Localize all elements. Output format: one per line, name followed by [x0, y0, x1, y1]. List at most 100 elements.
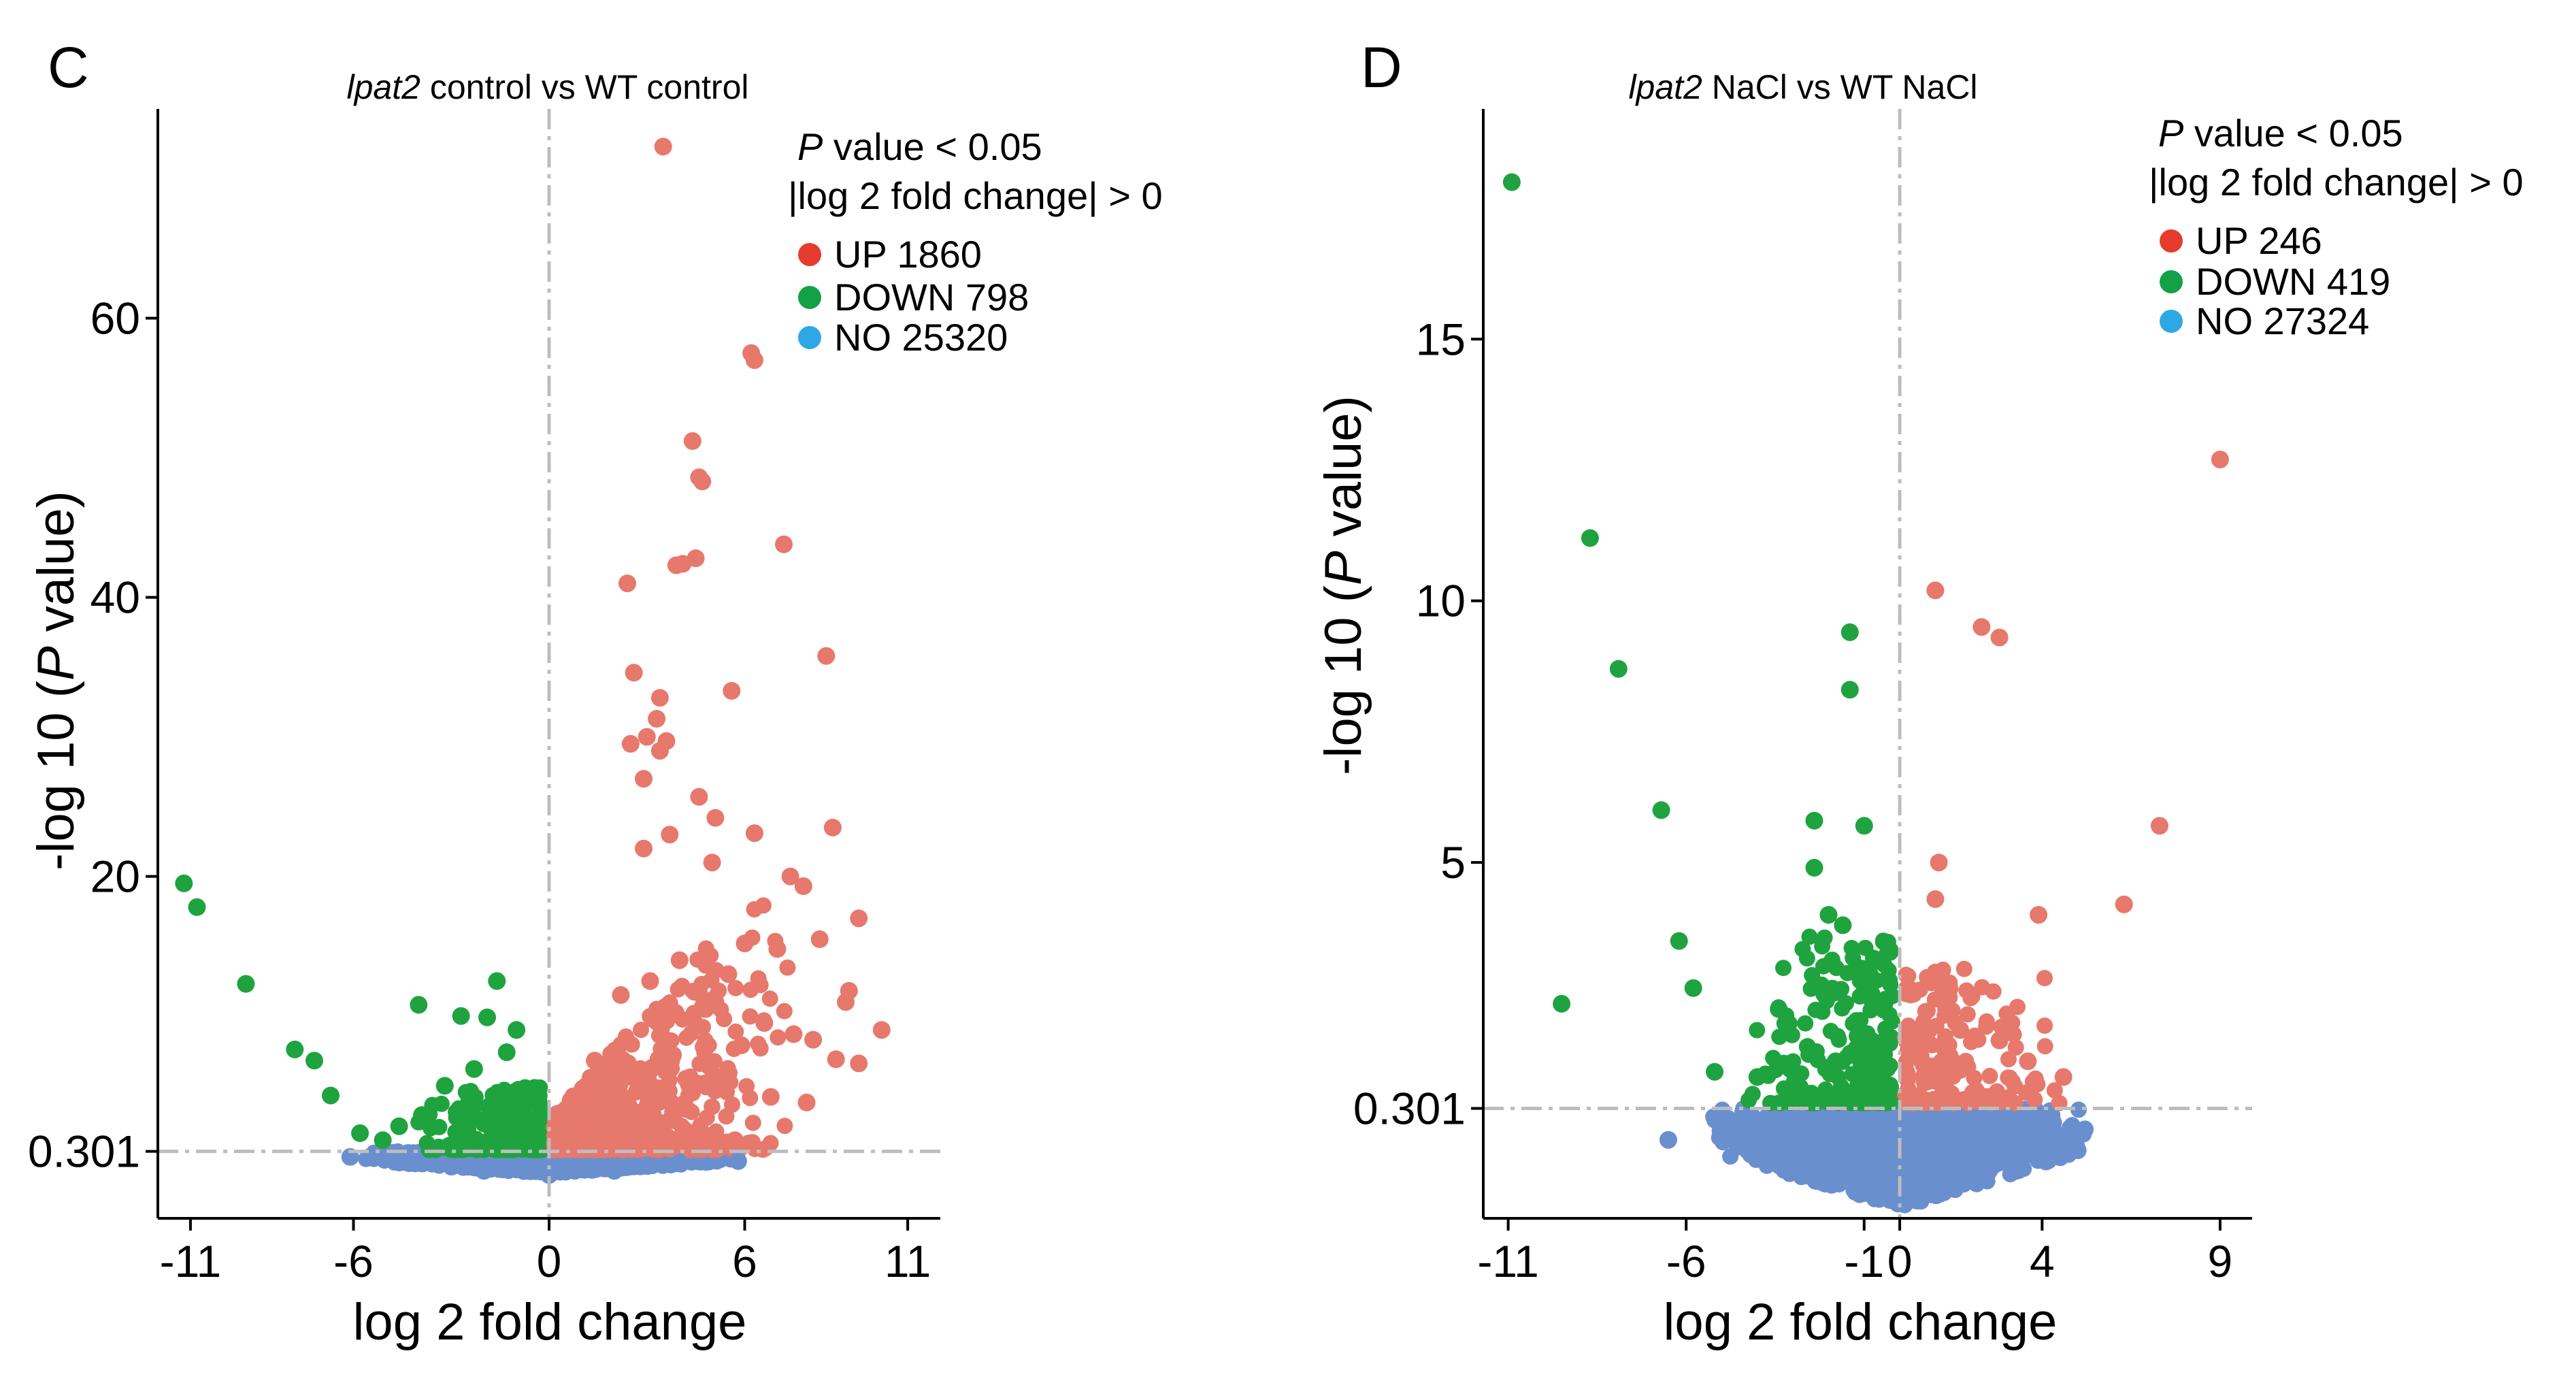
point-down — [1770, 1000, 1788, 1018]
point-up — [1990, 1031, 2009, 1050]
point-up — [794, 877, 812, 895]
panel-d-marks — [1483, 109, 2252, 1218]
x-tick-label: 6 — [732, 1236, 757, 1286]
x-tick-label: -6 — [1666, 1236, 1706, 1286]
point-no — [1891, 1193, 1909, 1212]
point-down — [478, 1008, 496, 1026]
point-up — [827, 1050, 845, 1069]
point-down — [1840, 623, 1859, 641]
point-no — [1979, 1162, 1998, 1180]
panel-c: C lpat2 control vs WT control -11 -6 0 6 11 0… — [27, 35, 1163, 1351]
point-up — [650, 689, 669, 707]
point-up — [635, 770, 653, 788]
point-up — [1965, 1089, 1983, 1107]
point-no — [1659, 1131, 1677, 1149]
y-tick-label: 40 — [90, 572, 140, 623]
panel-c-y-axis-title: -log 10 (P value) — [27, 491, 85, 871]
point-up — [745, 824, 763, 843]
point-up — [670, 951, 689, 969]
point-down — [508, 1021, 526, 1039]
point-up — [631, 1060, 650, 1078]
point-up — [785, 1025, 803, 1043]
point-no — [2076, 1120, 2094, 1139]
y-tick-label: 15 — [1416, 314, 1466, 364]
panel-d-ticks: -11 -6 -1 0 4 9 0.301 5 10 15 — [1353, 314, 2232, 1286]
point-up — [781, 867, 799, 886]
point-up — [723, 682, 741, 700]
panel-c-x-axis-title: log 2 fold change — [353, 1293, 747, 1351]
point-down — [435, 1077, 454, 1095]
point-up — [768, 940, 787, 958]
point-up — [823, 818, 842, 836]
point-up — [648, 1116, 666, 1134]
point-up — [1972, 618, 1991, 636]
panel-c-label: C — [48, 35, 89, 99]
panel-c-legend-down-dot — [798, 286, 821, 309]
point-down — [306, 1052, 323, 1070]
point-up — [641, 972, 659, 990]
point-no — [1730, 1136, 1749, 1154]
x-tick-label: 11 — [885, 1236, 931, 1286]
point-no — [638, 1156, 656, 1175]
point-down — [410, 996, 428, 1014]
panel-d-y-title-pre: -log 10 ( — [1315, 585, 1372, 775]
point-up — [618, 574, 636, 593]
point-up — [1937, 1000, 1955, 1018]
x-tick-label: 4 — [2030, 1236, 2055, 1286]
point-up — [2054, 1068, 2073, 1086]
panel-c-legend-p: P — [797, 125, 823, 168]
point-down — [1826, 1052, 1845, 1071]
point-up — [661, 826, 679, 844]
point-down — [452, 1007, 470, 1025]
point-up — [726, 1131, 744, 1150]
point-up — [850, 1054, 868, 1073]
panel-d-legend-up: UP 246 — [2196, 219, 2322, 262]
point-up — [683, 432, 701, 450]
point-no — [729, 1152, 747, 1170]
point-up — [736, 935, 754, 953]
panel-c-legend-criteria-1-rest: value < 0.05 — [823, 125, 1042, 168]
point-down — [1748, 1068, 1766, 1086]
point-down — [1652, 801, 1670, 819]
point-down — [1553, 994, 1571, 1013]
point-up — [850, 909, 868, 928]
point-up — [2151, 817, 2168, 835]
point-down — [1855, 817, 1873, 835]
point-up — [592, 1130, 610, 1148]
panel-d-title-italic: lpat2 — [1628, 68, 1702, 106]
point-up — [1941, 1084, 1959, 1102]
point-no — [1802, 1162, 1820, 1180]
x-tick-label: 9 — [2208, 1236, 2233, 1286]
point-down — [1581, 529, 1599, 547]
point-up — [1990, 628, 2009, 647]
panel-d-y-title-post: value) — [1315, 395, 1372, 551]
point-down — [322, 1086, 340, 1105]
point-up — [687, 549, 705, 568]
panel-d-y-axis-title: -log 10 (P value) — [1315, 395, 1372, 775]
point-down — [475, 1134, 493, 1152]
point-up — [612, 986, 630, 1004]
point-up — [586, 1052, 604, 1070]
point-down — [1791, 1078, 1809, 1096]
point-up — [1951, 1021, 1969, 1039]
panel-c-legend-criteria-1: P value < 0.05 — [797, 125, 1042, 168]
y-tick-label: 0.301 — [28, 1126, 140, 1177]
y-tick-label: 10 — [1416, 576, 1466, 626]
panel-c-legend-criteria-2: |log 2 fold change| > 0 — [788, 174, 1163, 217]
point-down — [1862, 1031, 1881, 1050]
point-up — [664, 1046, 682, 1065]
point-up — [576, 1098, 594, 1116]
point-up — [697, 1000, 714, 1018]
point-down — [1834, 916, 1852, 935]
panel-c-y-title-post: value) — [27, 491, 85, 646]
point-up — [745, 351, 763, 370]
point-up — [677, 1070, 695, 1088]
point-no — [1872, 1177, 1891, 1196]
panel-c-title-rest: control vs WT control — [420, 68, 749, 106]
point-down — [1805, 858, 1823, 877]
point-up — [621, 734, 640, 753]
point-down — [374, 1131, 392, 1150]
point-up — [648, 710, 666, 728]
point-up — [621, 1133, 640, 1151]
point-up — [1930, 854, 1948, 872]
